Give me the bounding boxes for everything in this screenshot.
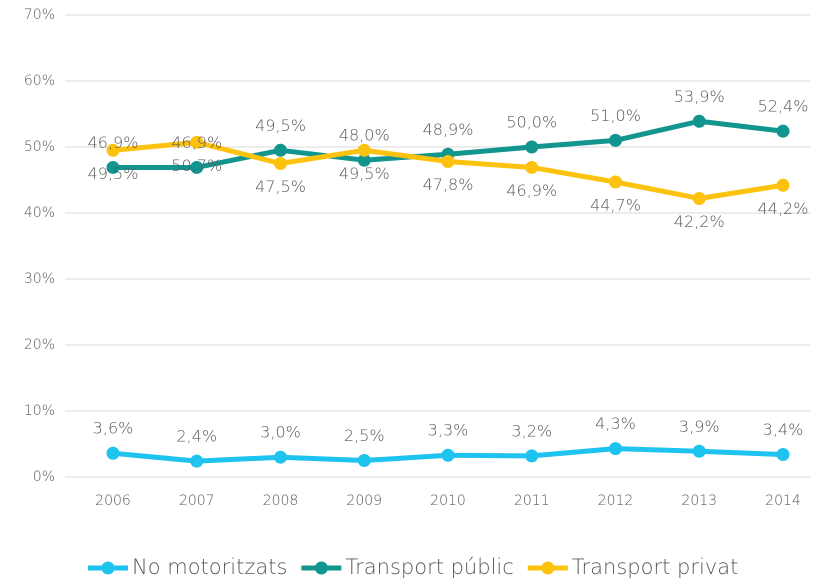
x-tick-label: 2013: [681, 493, 717, 509]
point: [190, 135, 204, 149]
data-label: 3,9%: [679, 417, 720, 436]
y-tick-label: 0%: [33, 469, 55, 485]
data-label: 53,9%: [674, 87, 725, 106]
point: [274, 143, 287, 157]
point: [609, 133, 622, 147]
point: [441, 448, 455, 462]
data-label: 51,0%: [590, 106, 641, 125]
legend-label: Transport privat: [572, 555, 739, 579]
point: [190, 454, 204, 468]
point: [525, 160, 539, 174]
point: [106, 160, 120, 174]
point: [357, 454, 371, 467]
point: [190, 160, 204, 174]
x-tick-label: 2007: [179, 493, 215, 509]
data-label: 49,5%: [339, 164, 390, 183]
point: [692, 444, 706, 458]
point: [525, 449, 539, 463]
data-label: 3,4%: [763, 420, 804, 439]
point: [274, 157, 287, 170]
y-tick-label: 70%: [24, 7, 55, 23]
data-label: 2,4%: [176, 427, 217, 446]
data-label: 46,9%: [506, 181, 557, 200]
data-label: 3,3%: [428, 421, 469, 440]
legend-label: No motoritzats: [132, 555, 287, 579]
data-label: 47,8%: [423, 175, 474, 194]
data-label: 50,7%: [171, 156, 222, 175]
y-tick-label: 10%: [24, 403, 55, 419]
x-tick-label: 2010: [430, 493, 466, 509]
point: [106, 143, 120, 157]
data-label: 48,0%: [339, 126, 390, 145]
data-label: 4,3%: [595, 414, 636, 433]
x-tick-label: 2012: [598, 493, 634, 509]
data-label: 46,9%: [88, 133, 139, 152]
x-tick-label: 2011: [514, 493, 550, 509]
data-label: 46,9%: [171, 133, 222, 152]
point: [357, 143, 371, 157]
y-tick-label: 60%: [24, 73, 55, 89]
y-tick-label: 30%: [24, 271, 55, 287]
point: [274, 450, 287, 464]
legend-swatch-dot: [101, 561, 115, 575]
data-label: 47,5%: [255, 177, 306, 196]
y-tick-label: 20%: [24, 337, 55, 353]
data-label: 2,5%: [344, 426, 385, 445]
data-label: 49,5%: [255, 116, 306, 135]
x-tick-label: 2009: [346, 493, 382, 509]
point: [525, 140, 539, 154]
data-label: 42,2%: [674, 212, 725, 231]
point: [357, 153, 371, 167]
point: [609, 442, 622, 456]
point: [776, 448, 790, 462]
data-label: 44,2%: [758, 199, 809, 218]
x-tick-label: 2014: [765, 493, 801, 509]
data-label: 52,4%: [758, 97, 809, 116]
data-label: 49,5%: [88, 164, 139, 183]
data-label: 3,6%: [93, 419, 134, 438]
point: [106, 446, 120, 460]
y-tick-label: 40%: [24, 205, 55, 221]
data-label: 48,9%: [423, 120, 474, 139]
point: [441, 155, 455, 169]
x-tick-label: 2006: [95, 493, 131, 509]
point: [776, 178, 790, 192]
data-label: 3,2%: [511, 421, 552, 440]
data-label: 3,0%: [260, 423, 301, 442]
point: [776, 124, 790, 138]
legend-swatch-dot: [541, 561, 555, 575]
data-label: 50,0%: [506, 113, 557, 132]
data-label: 44,7%: [590, 195, 641, 214]
point: [692, 191, 706, 205]
legend-swatch-dot: [314, 561, 328, 575]
y-tick-label: 50%: [24, 139, 55, 155]
point: [692, 114, 706, 128]
point: [609, 175, 622, 189]
x-tick-label: 2008: [263, 493, 299, 509]
legend-label: Transport públic: [345, 555, 513, 579]
